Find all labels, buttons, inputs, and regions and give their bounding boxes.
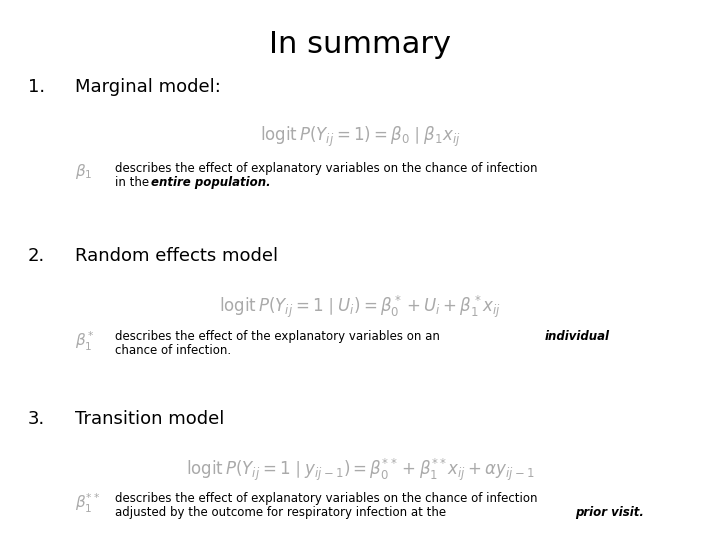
- Text: individual: individual: [545, 330, 610, 343]
- Text: describes the effect of the explanatory variables on an: describes the effect of the explanatory …: [115, 330, 440, 343]
- Text: Random effects model: Random effects model: [75, 247, 278, 265]
- Text: In summary: In summary: [269, 30, 451, 59]
- Text: 1.: 1.: [28, 78, 45, 96]
- Text: $\beta_1$: $\beta_1$: [75, 162, 92, 181]
- Text: Transition model: Transition model: [75, 410, 225, 428]
- Text: in the: in the: [115, 176, 153, 189]
- Text: describes the effect of explanatory variables on the chance of infection: describes the effect of explanatory vari…: [115, 492, 538, 505]
- Text: adjusted by the outcome for respiratory infection at the: adjusted by the outcome for respiratory …: [115, 506, 450, 519]
- Text: $\beta_1^*$: $\beta_1^*$: [75, 330, 95, 353]
- Text: 2.: 2.: [28, 247, 45, 265]
- Text: chance of infection.: chance of infection.: [115, 344, 231, 357]
- Text: $\operatorname{logit}P(Y_{ij}=1\mid y_{ij-1})=\beta_0^{**}+\beta_1^{**}x_{ij}+\a: $\operatorname{logit}P(Y_{ij}=1\mid y_{i…: [186, 457, 534, 483]
- Text: $\operatorname{logit}P(Y_{ij}=1\mid U_i)=\beta_0^*+U_i+\beta_1^* x_{ij}$: $\operatorname{logit}P(Y_{ij}=1\mid U_i)…: [219, 294, 501, 320]
- Text: $\operatorname{logit}P(Y_{ij}=1)=\beta_0 \mid \beta_1 x_{ij}$: $\operatorname{logit}P(Y_{ij}=1)=\beta_0…: [260, 125, 460, 149]
- Text: describes the effect of explanatory variables on the chance of infection: describes the effect of explanatory vari…: [115, 162, 538, 175]
- Text: 3.: 3.: [28, 410, 45, 428]
- Text: $\beta_1^{**}$: $\beta_1^{**}$: [75, 492, 100, 515]
- Text: Marginal model:: Marginal model:: [75, 78, 221, 96]
- Text: prior visit.: prior visit.: [575, 506, 644, 519]
- Text: entire population.: entire population.: [151, 176, 271, 189]
